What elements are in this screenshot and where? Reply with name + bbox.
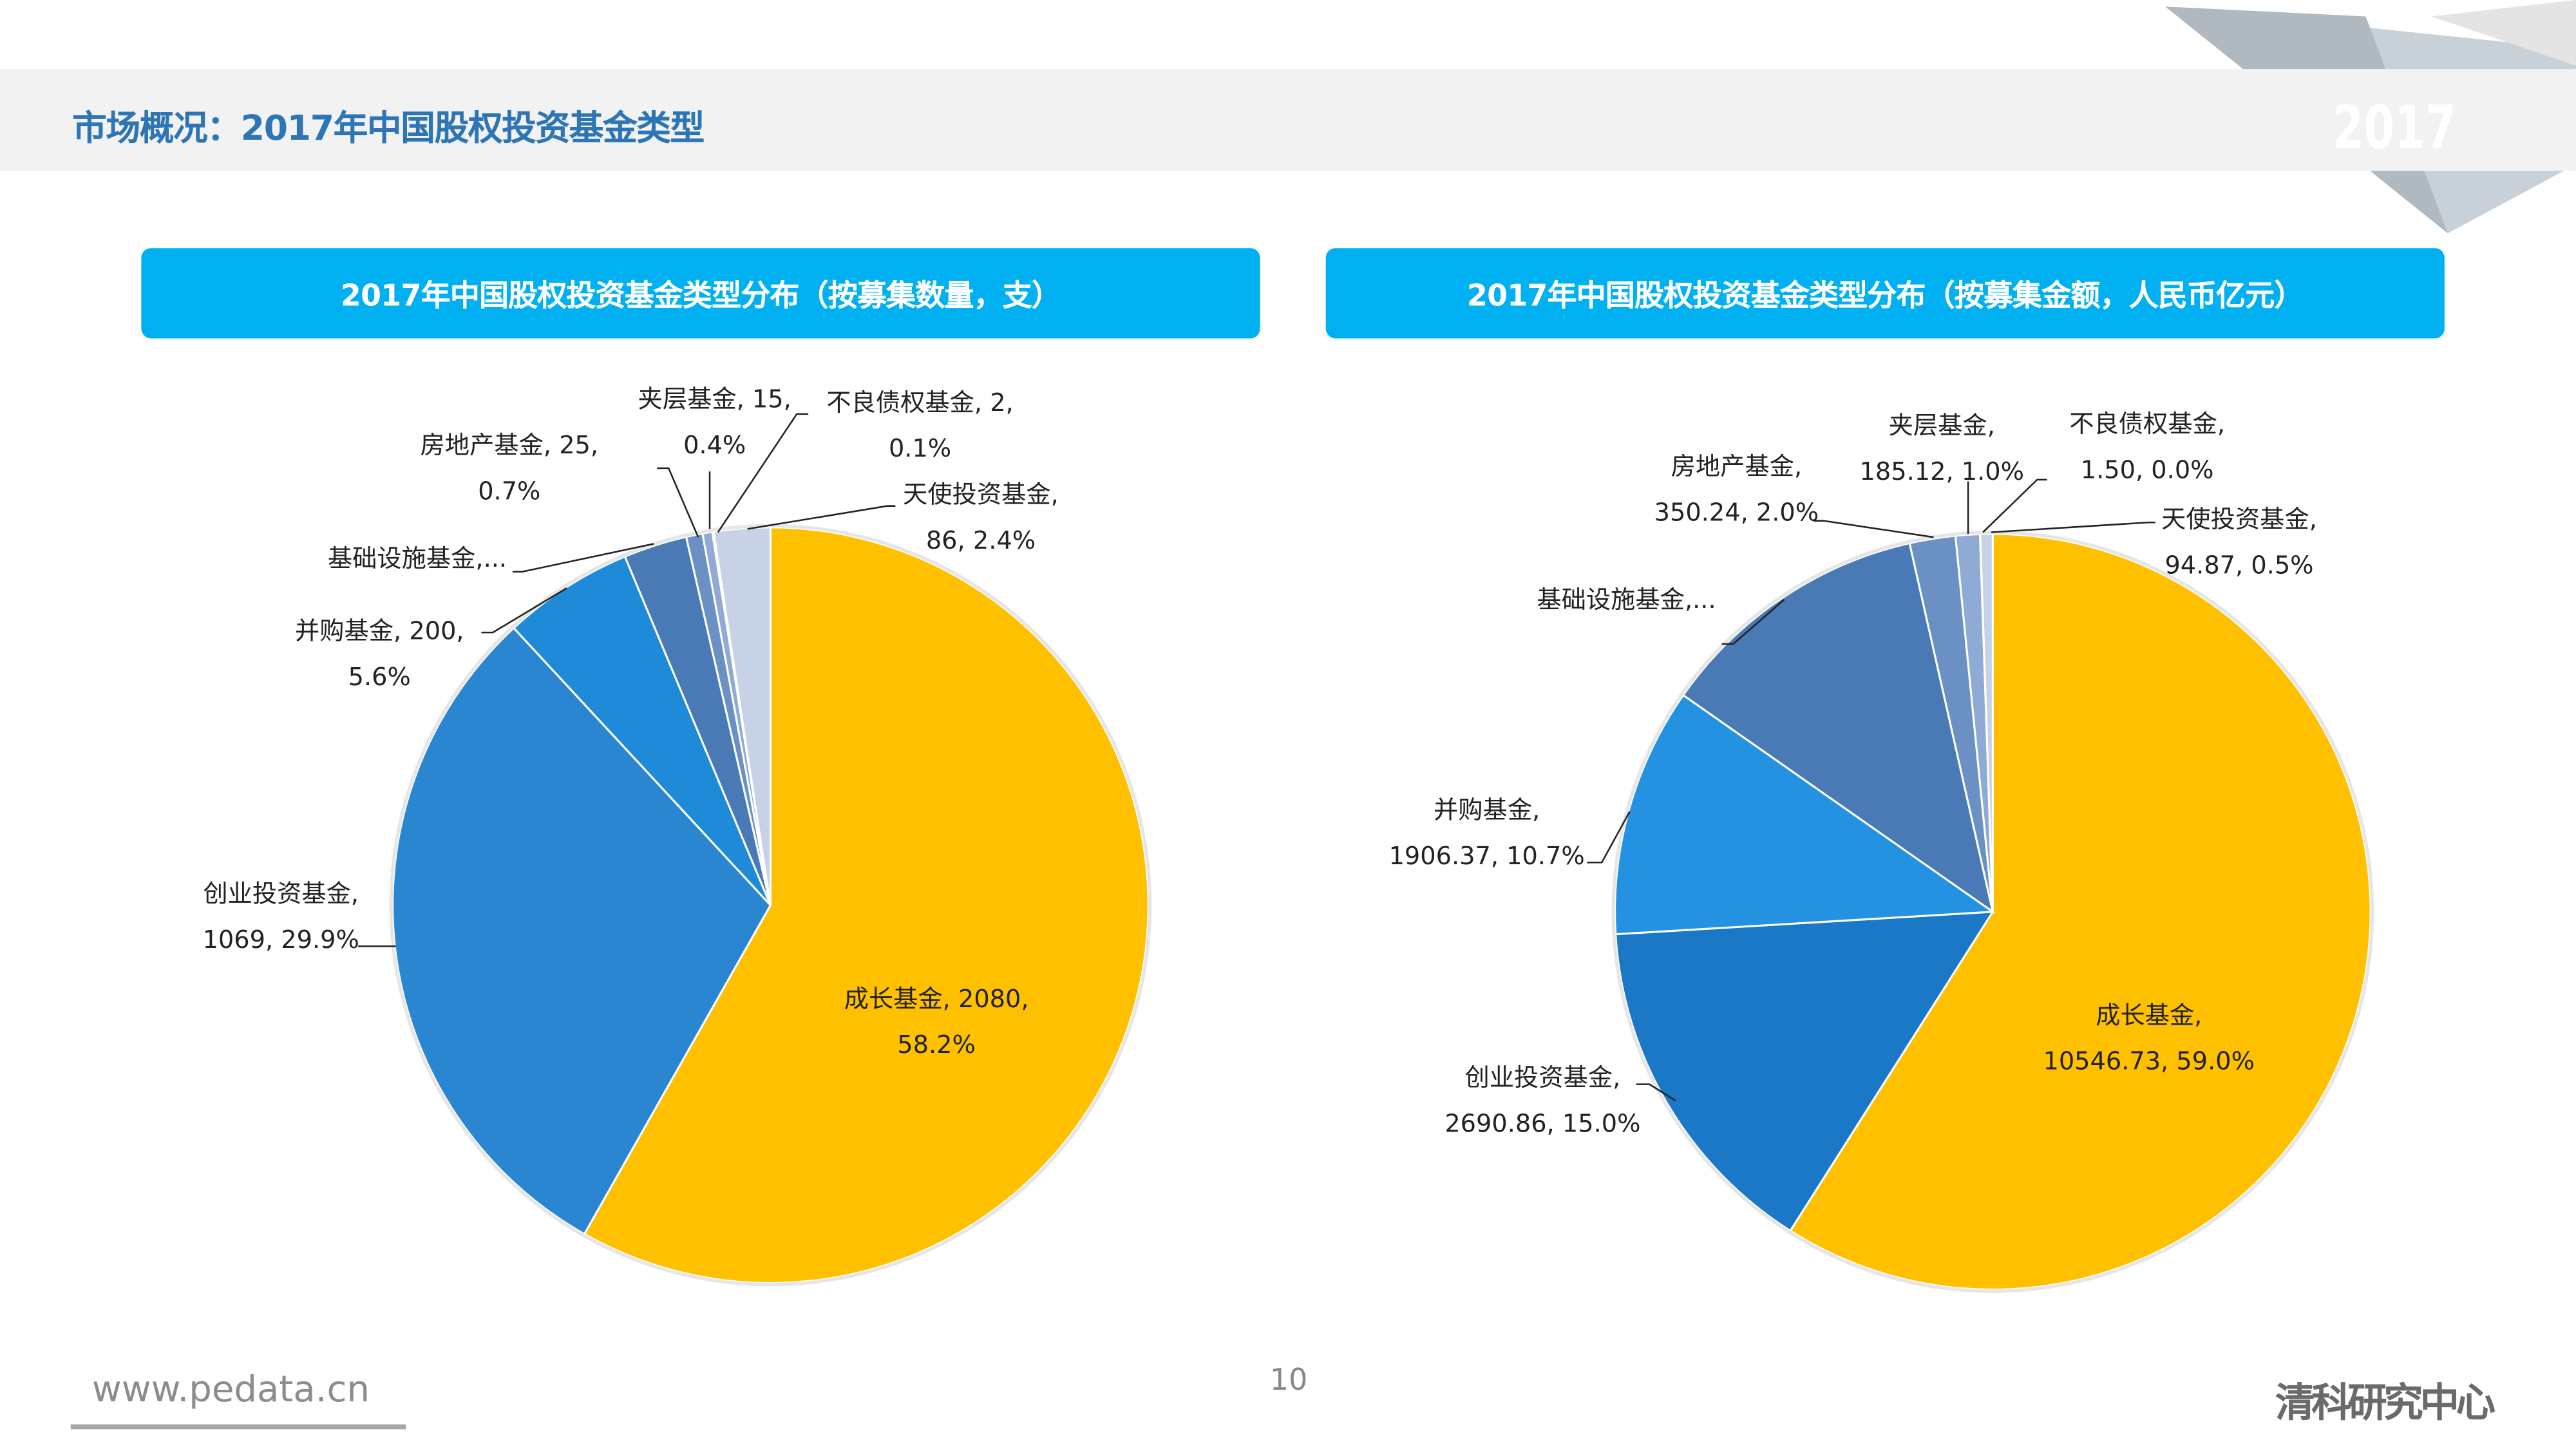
pie-slice-amount-2 <box>1614 694 1996 936</box>
data-label: 并购基金, <box>1434 795 1540 825</box>
pie-slice-amount-1 <box>1615 911 1995 1233</box>
data-label: 1906.37, 10.7% <box>1388 841 1585 871</box>
data-label: 基础设施基金,... <box>327 544 507 574</box>
data-label: 房地产基金, <box>1671 451 1803 482</box>
data-label: 房地产基金, 25, <box>420 430 599 460</box>
data-label: 1.50, 0.0% <box>2080 455 2214 485</box>
data-label: 2690.86, 15.0% <box>1444 1108 1641 1139</box>
data-label: 350.24, 2.0% <box>1654 497 1819 527</box>
page-title: 市场概况：2017年中国股权投资基金类型 <box>72 108 705 148</box>
title-band <box>0 69 2576 171</box>
data-label: 58.2% <box>897 1030 976 1060</box>
data-label: 基础设施基金,... <box>1537 585 1716 615</box>
data-label: 10546.73, 59.0% <box>2043 1046 2255 1076</box>
pie-slice-count-0 <box>583 526 1150 1284</box>
right-pie <box>1611 530 2374 1293</box>
data-label: 0.4% <box>683 430 746 460</box>
left-chart-title: 2017年中国股权投资基金类型分布（按募集数量，支） <box>141 248 1260 339</box>
data-label: 0.7% <box>478 476 541 506</box>
data-label: 夹层基金, <box>1888 410 1995 440</box>
data-label: 天使投资基金, <box>2161 504 2317 535</box>
data-label: 夹层基金, 15, <box>638 384 791 414</box>
pie-slice-count-1 <box>392 626 772 1236</box>
left-pie <box>389 524 1152 1287</box>
data-label: 不良债权基金, 2, <box>826 388 1014 417</box>
right-chart-title: 2017年中国股权投资基金类型分布（按募集金额，人民币亿元） <box>1325 248 2445 339</box>
data-label: 创业投资基金, <box>1464 1063 1621 1093</box>
leader-lines <box>358 413 2155 1102</box>
data-label: 创业投资基金, <box>203 878 359 909</box>
data-label: 5.6% <box>348 662 411 692</box>
page-number: 10 <box>1269 1363 1308 1398</box>
footer-divider <box>70 1424 406 1430</box>
data-label: 86, 2.4% <box>925 526 1036 556</box>
data-label: 成长基金, 2080, <box>844 984 1029 1014</box>
data-label: 天使投资基金, <box>903 479 1059 509</box>
data-label: 94.87, 0.5% <box>2164 550 2314 580</box>
data-label: 1069, 29.9% <box>202 925 359 955</box>
data-label: 不良债权基金, <box>2069 409 2226 439</box>
pie-slice-amount-0 <box>1788 533 2372 1291</box>
brand-logo: 清科研究中心 <box>2275 1379 2496 1426</box>
data-label: 并购基金, 200, <box>294 616 464 646</box>
year-badge: 2017 <box>2333 95 2457 163</box>
pie-slice-amount-3 <box>1681 542 1994 914</box>
footer-url[interactable]: www.pedata.cn <box>91 1370 370 1412</box>
data-label: 185.12, 1.0% <box>1859 457 2025 487</box>
pie-slice-count-2 <box>512 555 772 906</box>
data-label: 0.1% <box>888 433 952 464</box>
data-label: 成长基金, <box>2096 1000 2202 1030</box>
